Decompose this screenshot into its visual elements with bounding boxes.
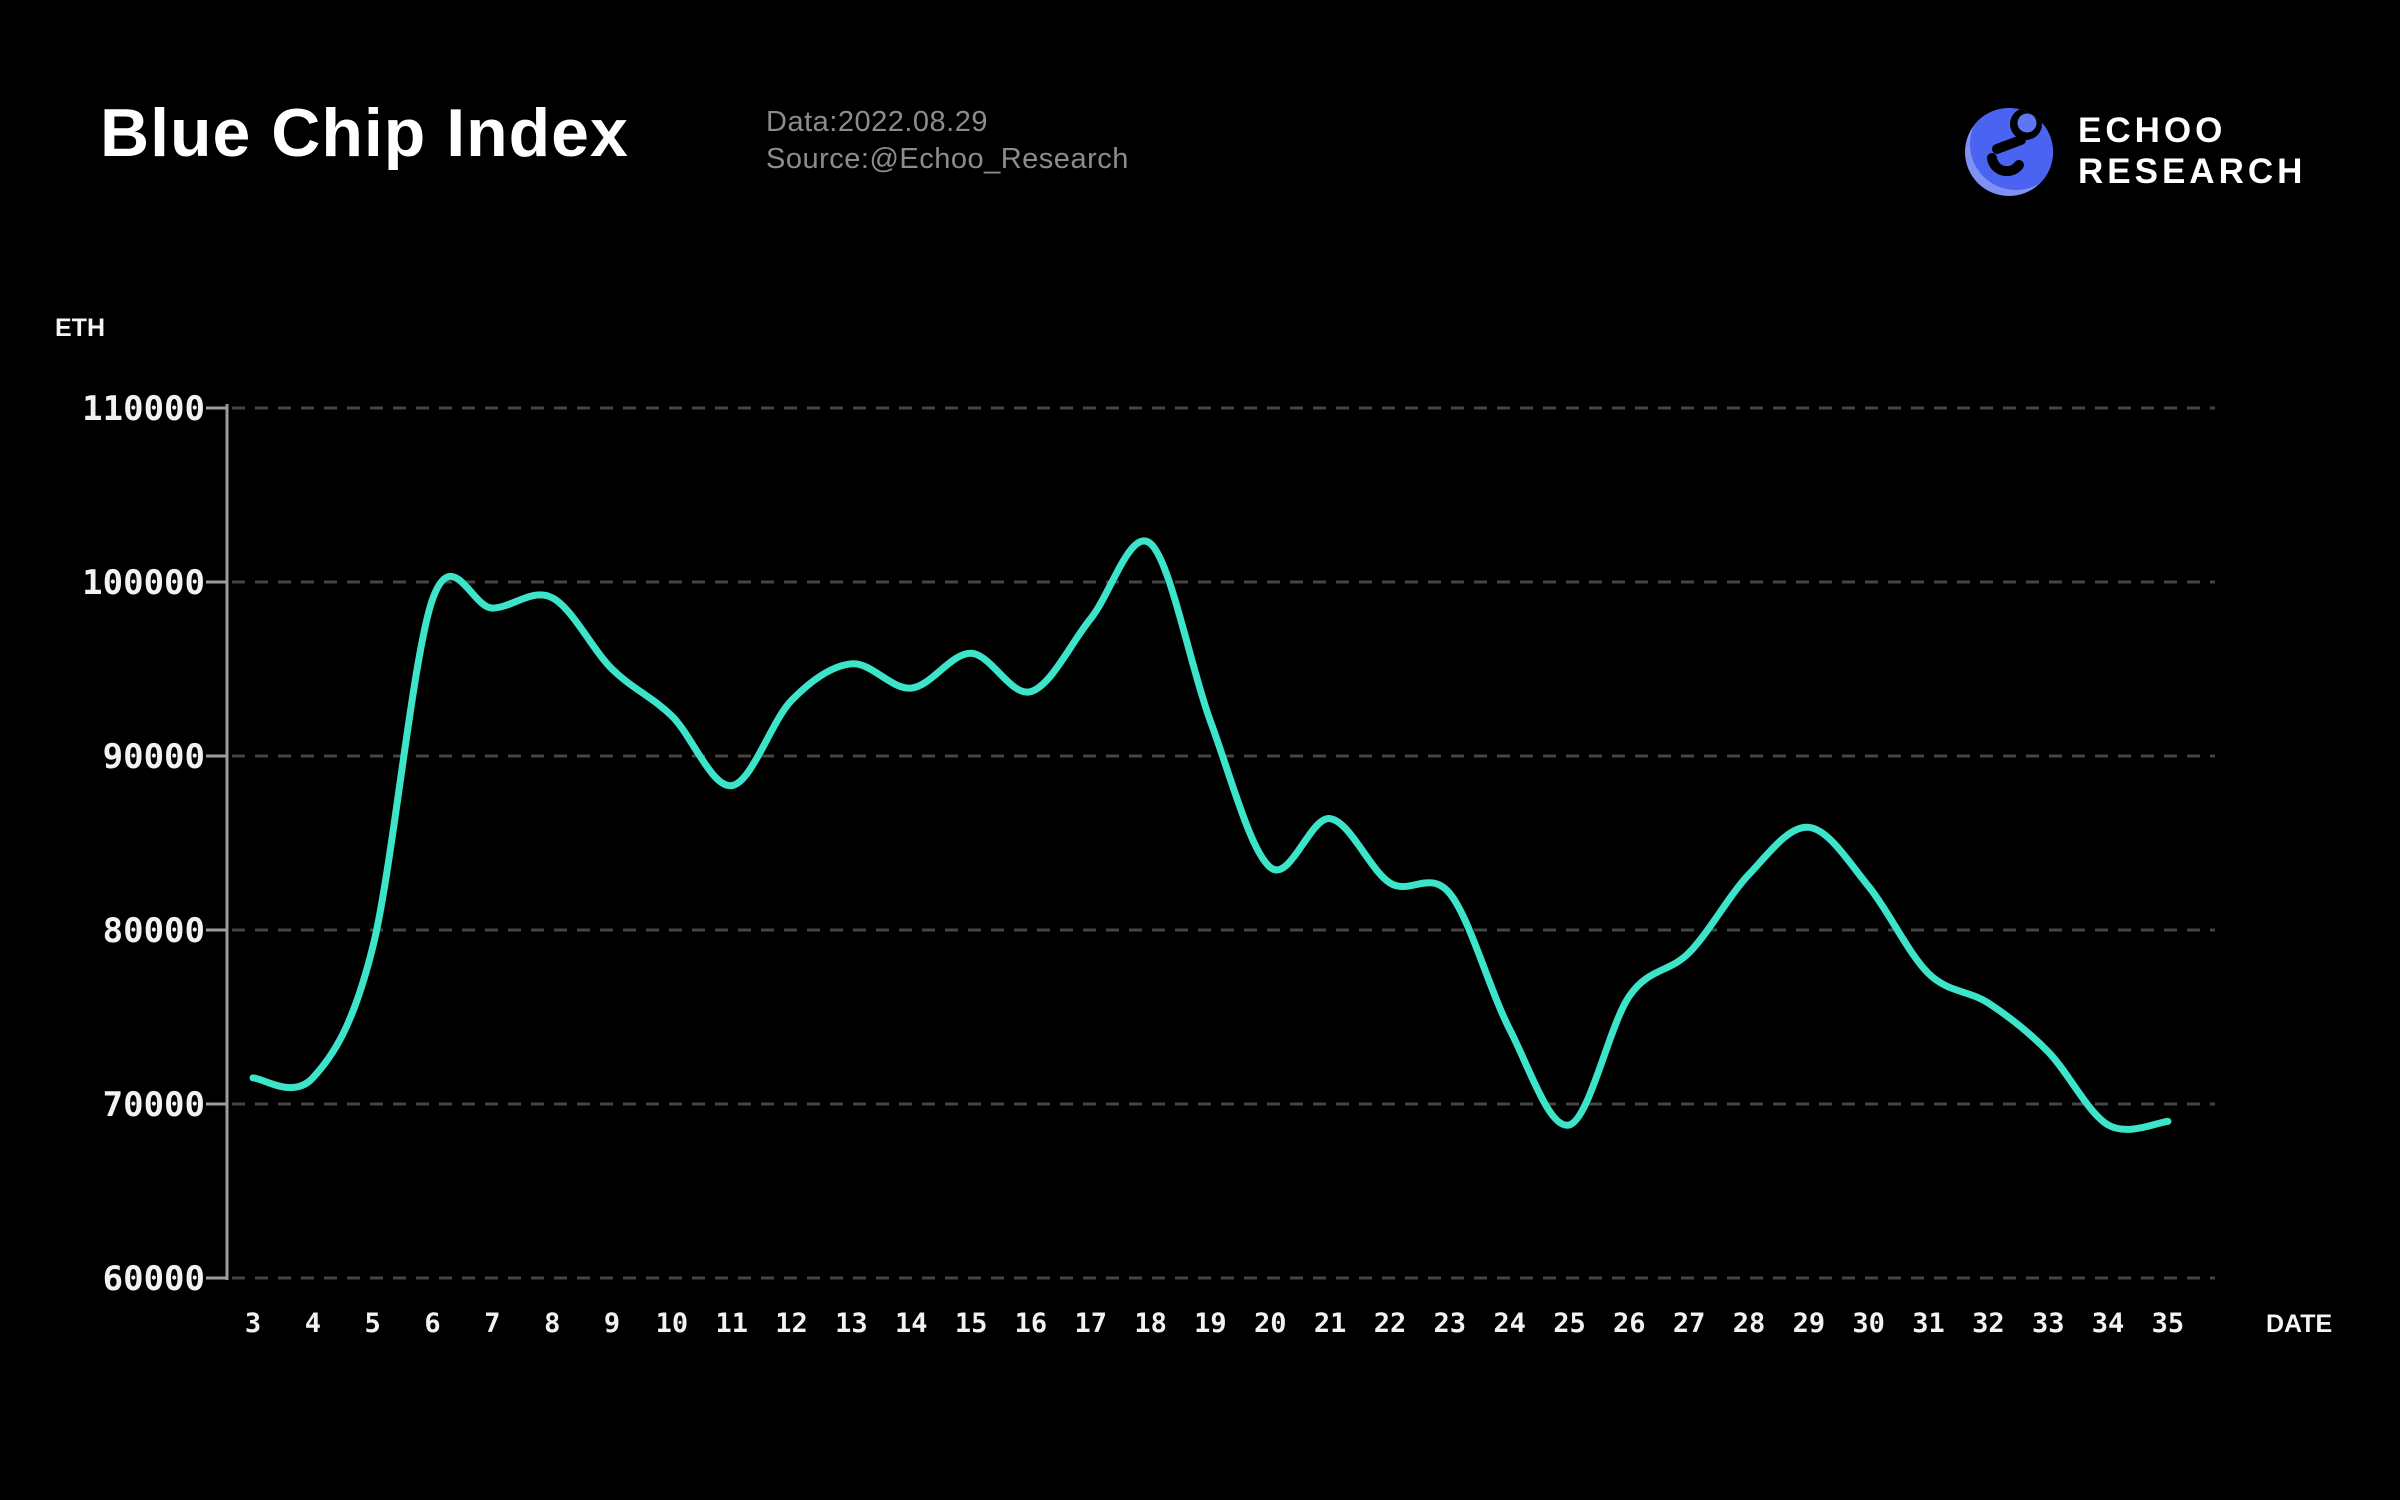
x-tick-label: 31: [1912, 1308, 1945, 1339]
source-label: Source:@Echoo_Research: [766, 143, 1129, 175]
y-tick-label: 90000: [103, 737, 205, 777]
x-tick-label: 35: [2152, 1308, 2185, 1339]
x-tick-label: 30: [1852, 1308, 1885, 1339]
x-tick-label: 5: [365, 1308, 381, 1339]
index-line-series: [249, 537, 2172, 1133]
x-tick-label: 15: [955, 1308, 988, 1339]
x-tick-label: 14: [895, 1308, 928, 1339]
x-tick-label: 3: [245, 1308, 261, 1339]
x-tick-label: 17: [1075, 1308, 1108, 1339]
y-tick-label: 100000: [82, 563, 205, 603]
y-tick-label: 60000: [103, 1259, 205, 1299]
x-axis-ticks: 3 4 5 6 7 8 9 10 11 12 13 14 15 16 17 18 19 20 21 22 23 24 25 2…: [245, 1308, 2184, 1339]
x-tick-label: 22: [1374, 1308, 1407, 1339]
logo-line1: ECHOO: [2078, 111, 2227, 150]
y-axis-title: ETH: [55, 314, 105, 342]
x-tick-label: 24: [1493, 1308, 1526, 1339]
x-tick-label: 32: [1972, 1308, 2005, 1339]
x-tick-label: 19: [1194, 1308, 1227, 1339]
x-axis-title: DATE: [2266, 1310, 2332, 1338]
x-tick-label: 27: [1673, 1308, 1706, 1339]
x-tick-label: 28: [1733, 1308, 1766, 1339]
logo-line2: RESEARCH: [2078, 152, 2307, 191]
page-title: Blue Chip Index: [100, 95, 629, 171]
x-tick-label: 34: [2092, 1308, 2125, 1339]
gridlines: [232, 406, 2215, 1280]
x-tick-label: 10: [656, 1308, 689, 1339]
x-tick-label: 11: [715, 1308, 748, 1339]
y-tick-label: 110000: [82, 389, 205, 429]
chart-meta: Data:2022.08.29 Source:@Echoo_Research: [766, 104, 1129, 178]
echoo-logo-icon: [1965, 108, 2053, 196]
echoo-research-logo: ECHOO RESEARCH: [1963, 102, 2303, 212]
x-tick-label: 29: [1793, 1308, 1826, 1339]
x-tick-label: 8: [544, 1308, 560, 1339]
x-tick-label: 33: [2032, 1308, 2065, 1339]
x-tick-label: 9: [604, 1308, 620, 1339]
x-tick-label: 6: [424, 1308, 440, 1339]
x-tick-label: 26: [1613, 1308, 1646, 1339]
x-tick-label: 20: [1254, 1308, 1287, 1339]
x-tick-label: 7: [484, 1308, 500, 1339]
x-tick-label: 13: [835, 1308, 868, 1339]
x-tick-label: 21: [1314, 1308, 1347, 1339]
x-tick-label: 18: [1134, 1308, 1167, 1339]
x-tick-label: 23: [1434, 1308, 1467, 1339]
y-axis-ticks: 110000 100000 90000 80000 70000 60000: [82, 389, 227, 1299]
logo-wordmark: ECHOO RESEARCH: [2078, 110, 2306, 192]
y-tick-label: 70000: [103, 1085, 205, 1125]
x-tick-label: 25: [1553, 1308, 1586, 1339]
x-tick-label: 4: [305, 1308, 321, 1339]
y-tick-label: 80000: [103, 911, 205, 951]
data-date-label: Data:2022.08.29: [766, 106, 988, 138]
x-tick-label: 16: [1015, 1308, 1048, 1339]
x-tick-label: 12: [775, 1308, 808, 1339]
